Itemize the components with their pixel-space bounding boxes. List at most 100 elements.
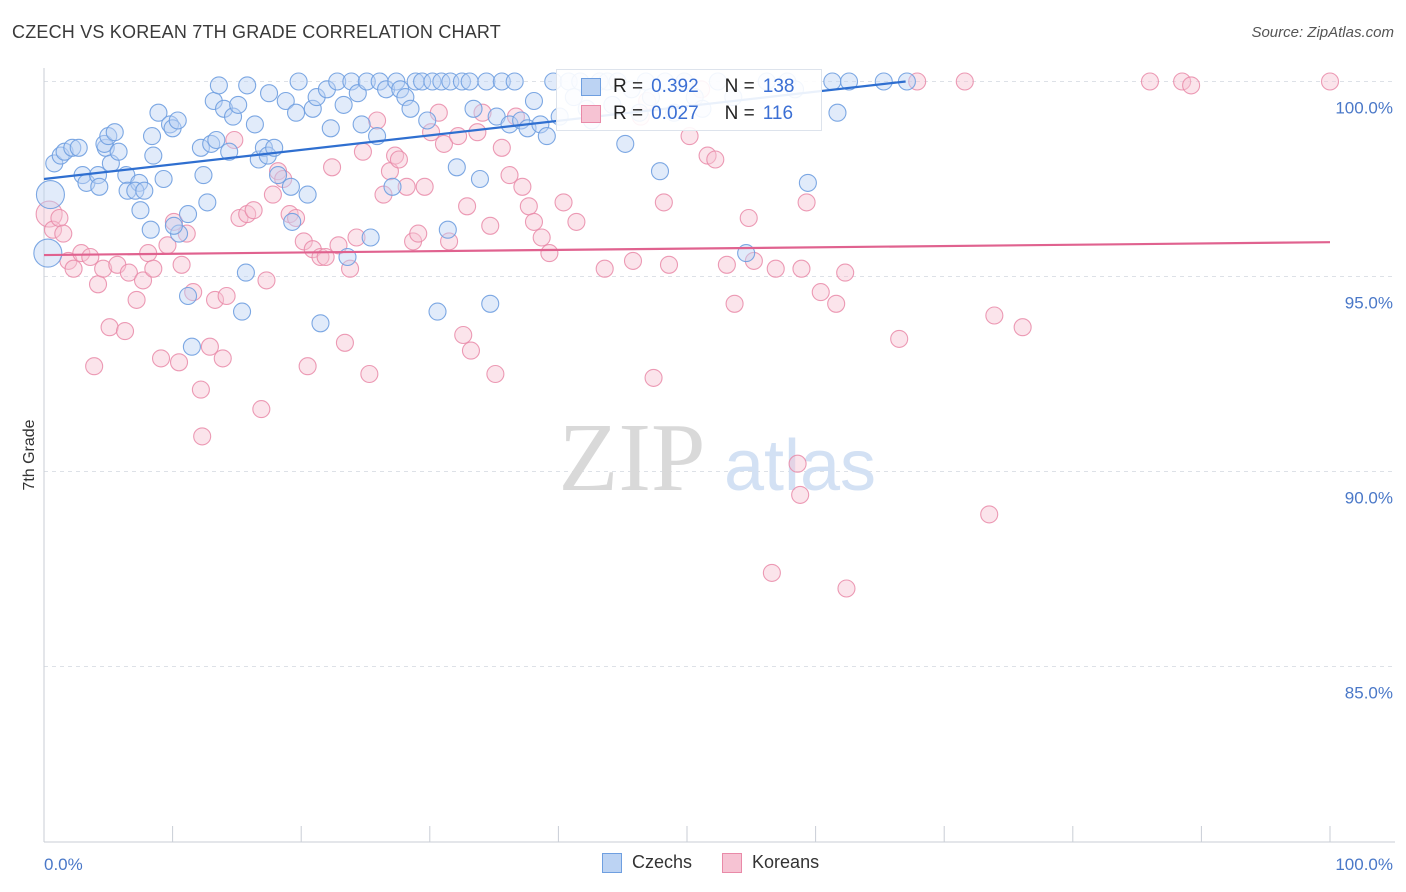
korean-point <box>513 177 532 196</box>
czech-point <box>470 169 490 189</box>
korean-point <box>567 212 586 231</box>
source-label: Source: ZipAtlas.com <box>1251 24 1394 41</box>
korean-point <box>409 224 428 243</box>
korean-point <box>341 259 360 278</box>
czech-point <box>131 201 150 220</box>
korean-point <box>1320 72 1340 91</box>
legend-item-czechs: Czechs <box>602 852 692 873</box>
czech-point <box>198 193 217 212</box>
r-value: 0.027 <box>651 103 699 124</box>
czech-point <box>90 177 109 196</box>
r-label: R = <box>613 103 644 124</box>
korean-point <box>94 259 113 278</box>
korean-point <box>200 337 219 356</box>
korean-point <box>654 193 673 212</box>
korean-point <box>347 228 366 247</box>
n-value: 138 <box>762 76 795 97</box>
korean-point <box>43 220 63 239</box>
czech-point <box>245 115 264 134</box>
korean-point <box>193 427 212 446</box>
legend-row-koreans: R = 0.027 N = 116 <box>581 101 793 127</box>
czech-point <box>477 72 496 91</box>
legend-row-czechs: R = 0.392 N = 138 <box>581 74 794 100</box>
x-tick-min: 0.0% <box>44 855 83 874</box>
czech-point <box>311 314 330 333</box>
czech-point <box>69 138 88 157</box>
czech-point <box>823 72 842 91</box>
czech-point <box>269 166 288 185</box>
czech-point <box>194 166 213 185</box>
czech-point <box>418 111 437 130</box>
korean-point <box>524 212 544 231</box>
czech-point <box>259 84 279 103</box>
korean-point <box>205 290 225 309</box>
czech-point <box>178 286 198 306</box>
korean-point <box>72 244 91 263</box>
korean-point <box>644 368 663 387</box>
korean-point <box>323 158 342 177</box>
czech-point <box>154 169 173 189</box>
czechs-swatch <box>581 78 601 96</box>
korean-point <box>164 212 183 231</box>
korean-point <box>54 224 73 243</box>
korean-point <box>468 123 487 142</box>
korean-point <box>449 127 468 146</box>
korean-point <box>458 197 477 216</box>
czech-point <box>144 146 163 165</box>
korean-point <box>797 193 816 212</box>
korean-point <box>225 130 244 150</box>
czech-point <box>505 72 524 91</box>
n-value: 116 <box>762 103 794 124</box>
stats-legend: R = 0.392 N = 138 R = 0.027 N = 116 <box>556 69 822 131</box>
czech-point <box>334 95 353 114</box>
axis-labels: 7th Grade 0.0% 100.0% 85.0% 90.0% 95.0% 100… <box>21 99 1393 875</box>
korean-point <box>85 357 104 376</box>
czech-point <box>438 220 457 239</box>
czech-point <box>191 138 210 157</box>
korean-point <box>115 322 135 341</box>
korean-point <box>532 228 551 247</box>
legend-item-koreans: Koreans <box>722 852 819 873</box>
czech-point <box>168 111 187 130</box>
korean-point <box>434 134 453 153</box>
korean-point <box>151 349 171 368</box>
czech-point <box>105 123 124 142</box>
korean-point <box>335 333 354 352</box>
chart-title: CZECH VS KOREAN 7TH GRADE CORRELATION CH… <box>12 22 502 42</box>
korean-point <box>119 263 138 282</box>
koreans-legend-swatch <box>722 852 743 873</box>
korean-point <box>540 244 559 263</box>
czech-point <box>452 72 472 91</box>
czech-point <box>209 76 228 95</box>
czech-point <box>178 205 198 224</box>
czech-point <box>141 220 160 239</box>
czech-point <box>164 216 183 235</box>
czech-point <box>413 72 432 91</box>
korean-point <box>837 579 856 598</box>
grid-lines <box>44 81 1395 667</box>
korean-point <box>706 150 725 169</box>
korean-point <box>725 294 744 313</box>
czech-point <box>303 99 322 118</box>
korean-point <box>980 505 999 524</box>
korean-point <box>172 255 191 274</box>
korean-point <box>955 72 974 91</box>
korean-point <box>1013 318 1032 337</box>
korean-point <box>792 259 811 278</box>
korean-point <box>415 177 434 196</box>
korean-point <box>64 259 83 278</box>
r-label: R = <box>613 76 644 97</box>
korean-point <box>659 255 679 274</box>
series-legend: Czechs Koreans <box>602 852 849 873</box>
czech-point <box>524 91 544 111</box>
korean-point <box>739 208 758 228</box>
czech-point <box>464 99 483 118</box>
n-label: N = <box>724 103 755 124</box>
korean-point <box>213 349 232 368</box>
korean-point <box>461 341 481 360</box>
korean-point <box>191 380 210 399</box>
czech-point <box>207 130 226 150</box>
czech-point <box>481 294 500 313</box>
korean-point <box>252 400 271 419</box>
korean-point <box>144 259 163 278</box>
